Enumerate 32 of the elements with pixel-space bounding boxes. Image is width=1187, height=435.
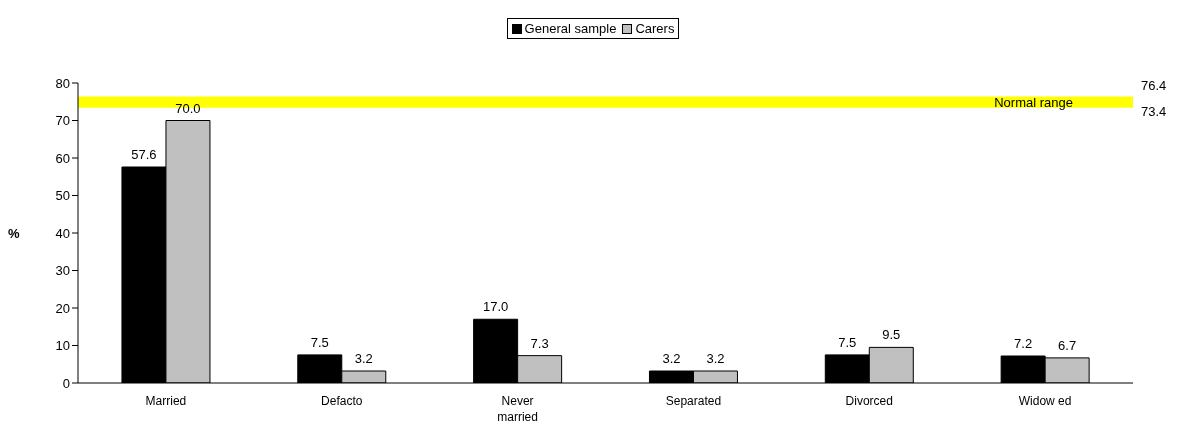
data-label: 7.3 xyxy=(530,335,549,351)
text: 76.4 xyxy=(1141,78,1167,93)
x-tick-label: Defacto xyxy=(321,394,363,408)
text: 73.4 xyxy=(1141,104,1167,119)
y-axis-title: % xyxy=(8,225,20,241)
y-tick-label: 0 xyxy=(62,375,70,391)
x-tick-label: Married xyxy=(145,394,187,408)
y-tick-label: 30 xyxy=(55,263,70,279)
y-tick-label: 80 xyxy=(55,75,70,91)
band-label: Normal range xyxy=(994,94,1073,110)
x-tick-label: Separated xyxy=(665,394,722,408)
x-tick-label: Divorced xyxy=(845,394,893,408)
x-tick-label: Widow ed xyxy=(1018,394,1072,408)
y-tick-label: 20 xyxy=(55,300,70,316)
data-label: 57.6 xyxy=(131,147,157,162)
data-label: 7.5 xyxy=(838,334,857,350)
data-label: 3.2 xyxy=(662,351,681,366)
legend-label: General sample xyxy=(523,21,617,36)
y-tick-label: 40 xyxy=(55,225,70,241)
data-label: 3.2 xyxy=(354,351,373,366)
data-label: 7.5 xyxy=(310,334,329,350)
y-tick-label: 10 xyxy=(55,338,70,354)
y-tick-label: 50 xyxy=(55,188,70,204)
y-tick-label: 60 xyxy=(55,150,70,166)
x-tick-label: Never married xyxy=(497,394,538,424)
data-label: 7.2 xyxy=(1014,336,1033,351)
data-label: 17.0 xyxy=(482,299,509,315)
legend-label: Carers xyxy=(634,21,675,36)
data-label: 6.7 xyxy=(1058,337,1077,353)
data-label: 3.2 xyxy=(706,351,725,366)
y-tick-label: 70 xyxy=(55,113,70,129)
data-label: 9.5 xyxy=(882,327,901,343)
